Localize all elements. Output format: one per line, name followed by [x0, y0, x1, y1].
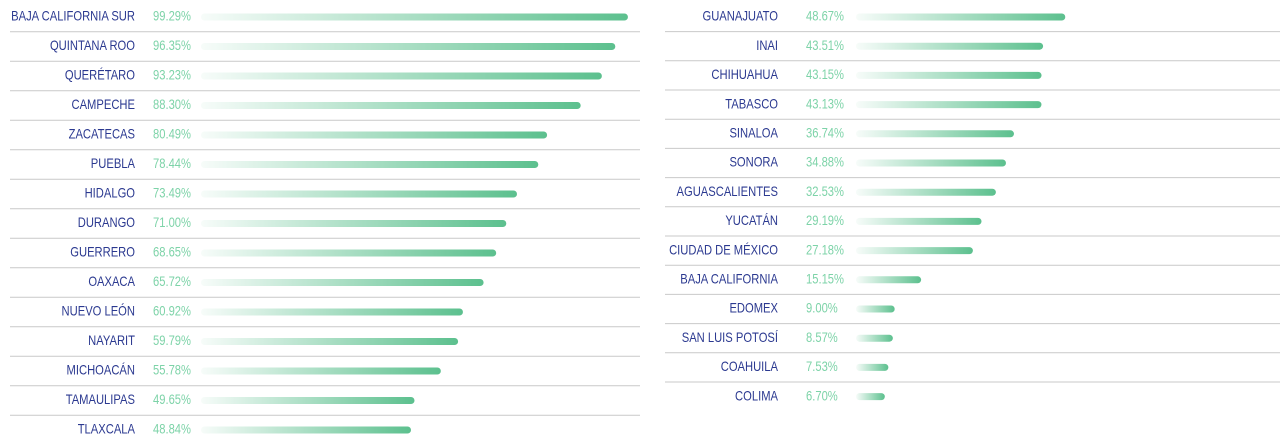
bar [201, 43, 616, 50]
bar [856, 71, 1042, 79]
category-label: ZACATECAS [69, 126, 135, 142]
bar [856, 247, 973, 255]
bar [201, 102, 581, 109]
value-label: 7.53% [806, 358, 838, 374]
category-label: TAMAULIPAS [66, 391, 135, 407]
value-label: 99.29% [153, 8, 191, 24]
category-label: COLIMA [735, 387, 778, 403]
category-label: GUERRERO [70, 244, 135, 260]
value-label: 8.57% [806, 329, 838, 345]
value-label: 34.88% [806, 154, 844, 170]
bar [856, 188, 996, 196]
bar [856, 276, 922, 284]
bar [856, 363, 889, 371]
category-label: SINALOA [729, 125, 778, 141]
value-label: 80.49% [153, 126, 191, 142]
bar [856, 334, 893, 342]
bar [201, 308, 463, 316]
bar [201, 72, 602, 80]
category-label: SAN LUIS POTOSÍ [682, 329, 778, 345]
value-label: 43.15% [806, 66, 844, 82]
category-label: BAJA CALIFORNIA SUR [11, 8, 135, 24]
value-label: 96.35% [153, 37, 191, 53]
value-label: 49.65% [153, 391, 191, 407]
bar [201, 426, 412, 434]
category-label: BAJA CALIFORNIA [680, 271, 778, 287]
category-label: HIDALGO [85, 185, 135, 201]
category-label: QUINTANA ROO [50, 37, 135, 53]
category-label: YUCATÁN [725, 212, 778, 228]
value-label: 27.18% [806, 241, 844, 257]
category-label: AGUASCALIENTES [677, 183, 778, 199]
category-label: SONORA [729, 154, 778, 170]
category-label: CAMPECHE [72, 96, 135, 112]
value-label: 6.70% [806, 387, 838, 403]
value-label: 29.19% [806, 212, 844, 228]
bar [201, 13, 628, 21]
value-label: 32.53% [806, 183, 844, 199]
value-label: 78.44% [153, 155, 191, 171]
value-label: 43.51% [806, 37, 844, 53]
bar [856, 159, 1006, 167]
value-label: 71.00% [153, 214, 191, 230]
value-label: 55.78% [153, 362, 191, 378]
category-label: GUANAJUATO [702, 8, 778, 24]
bar [201, 397, 415, 404]
bar [856, 130, 1014, 138]
value-label: 60.92% [153, 303, 191, 319]
value-label: 48.84% [153, 421, 191, 437]
bar [856, 393, 885, 401]
category-label: QUERÉTARO [65, 67, 135, 83]
value-label: 43.13% [806, 95, 844, 111]
bar [201, 131, 548, 139]
value-label: 48.67% [806, 8, 844, 24]
category-label: NUEVO LEÓN [62, 303, 135, 319]
category-label: NAYARIT [88, 332, 135, 348]
value-label: 93.23% [153, 67, 191, 83]
value-label: 9.00% [806, 300, 838, 316]
value-label: 15.15% [806, 271, 844, 287]
category-label: MICHOACÁN [67, 362, 135, 378]
bar [201, 367, 441, 375]
category-label: CHIHUAHUA [711, 66, 778, 82]
category-label: CIUDAD DE MÉXICO [669, 241, 778, 257]
category-label: DURANGO [78, 214, 135, 230]
value-label: 65.72% [153, 273, 191, 289]
bar [856, 42, 1044, 50]
value-label: 68.65% [153, 244, 191, 260]
value-label: 36.74% [806, 125, 844, 141]
category-label: PUEBLA [91, 155, 136, 171]
bar [201, 161, 539, 168]
bar [856, 13, 1066, 21]
bar [201, 249, 497, 257]
value-label: 88.30% [153, 96, 191, 112]
value-label: 73.49% [153, 185, 191, 201]
bar [856, 217, 982, 225]
bar [201, 220, 507, 227]
value-label: 59.79% [153, 332, 191, 348]
category-label: TABASCO [725, 95, 778, 111]
bar [856, 305, 895, 313]
category-label: COAHUILA [721, 358, 779, 374]
bar [201, 190, 518, 198]
bar [201, 279, 484, 286]
bar [201, 338, 459, 345]
category-label: TLAXCALA [78, 421, 136, 437]
category-label: OAXACA [88, 273, 135, 289]
category-label: INAI [756, 37, 778, 53]
category-label: EDOMEX [729, 300, 778, 316]
bar [856, 101, 1042, 109]
